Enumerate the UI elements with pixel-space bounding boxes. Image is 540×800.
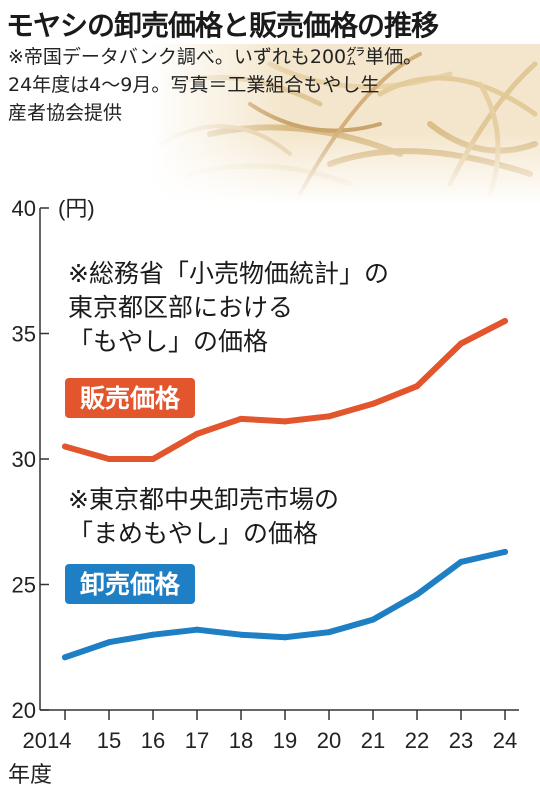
wholesale-point-2	[150, 631, 156, 638]
wholesale-point-0	[62, 654, 68, 661]
retail-point-7	[370, 400, 376, 407]
y-axis-unit-label: (円)	[58, 196, 95, 221]
wholesale-note-line-2: 「まめもやし」の価格	[68, 519, 318, 548]
x-tick-label-2: 16	[141, 728, 165, 753]
wholesale-point-9	[458, 558, 464, 565]
y-tick-label-35: 35	[12, 322, 36, 347]
wholesale-point-10	[502, 548, 508, 555]
retail-point-3	[194, 430, 200, 437]
retail-point-5	[282, 418, 288, 425]
x-tick-label-0: 2014	[23, 728, 72, 753]
x-tick-label-6: 20	[317, 728, 341, 753]
wholesale-point-4	[238, 631, 244, 638]
x-tick-label-1: 15	[97, 728, 121, 753]
retail-point-6	[326, 413, 332, 420]
chart-title: モヤシの卸売価格と販売価格の推移	[6, 9, 439, 42]
x-tick-label-9: 23	[449, 728, 473, 753]
wholesale-badge	[65, 564, 195, 604]
retail-note-line-2: 東京都区部における	[68, 293, 293, 322]
wholesale-point-3	[194, 626, 200, 633]
source-note-line-3: 産者協会提供	[8, 102, 123, 124]
x-tick-label-7: 21	[361, 728, 385, 753]
wholesale-point-5	[282, 634, 288, 641]
retail-point-0	[62, 443, 68, 450]
y-tick-label-40: 40	[12, 196, 36, 221]
x-tick-label-4: 18	[229, 728, 253, 753]
retail-badge-label: 販売価格	[80, 384, 181, 413]
retail-point-2	[150, 456, 156, 462]
y-tick-label-20: 20	[12, 698, 36, 723]
wholesale-point-6	[326, 629, 332, 636]
wholesale-point-1	[106, 639, 112, 646]
source-note-line-2: 24年度は4～9月。写真＝工業組合もやし生	[8, 74, 380, 96]
retail-point-8	[414, 383, 420, 390]
bean-sprouts-photo	[150, 44, 540, 204]
y-tick-label-30: 30	[12, 447, 36, 472]
x-tick-label-8: 22	[405, 728, 429, 753]
x-tick-label-5: 19	[273, 728, 297, 753]
x-tick-label-3: 17	[185, 728, 209, 753]
wholesale-point-8	[414, 591, 420, 598]
source-note-line-1: ※帝国データバンク調べ。いずれも200㌘単価。	[8, 46, 423, 68]
retail-note-line-3: 「もやし」の価格	[68, 327, 268, 356]
retail-point-10	[502, 317, 508, 324]
wholesale-badge-label: 卸売価格	[80, 570, 181, 599]
retail-point-1	[106, 456, 112, 462]
wholesale-note-line-1: ※東京都中央卸売市場の	[68, 485, 339, 514]
retail-point-9	[458, 340, 464, 347]
wholesale-point-7	[370, 616, 376, 623]
x-tick-label-10: 24	[493, 728, 517, 753]
retail-badge	[65, 378, 195, 418]
retail-note-line-1: ※総務省「小売物価統計」の	[68, 259, 389, 288]
y-tick-label-25: 25	[12, 573, 36, 598]
x-axis-label: 年度	[8, 762, 52, 787]
retail-point-4	[238, 415, 244, 422]
